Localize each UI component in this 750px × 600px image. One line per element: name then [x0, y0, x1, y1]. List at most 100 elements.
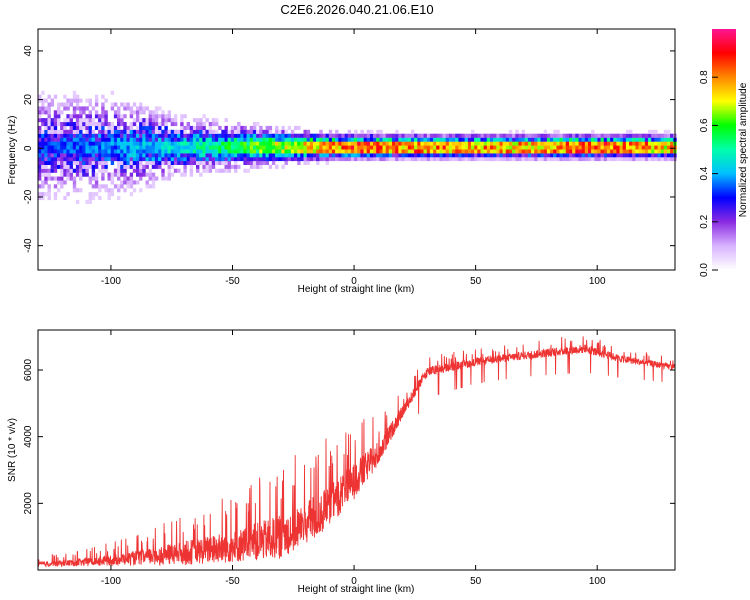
spectrogram-cell	[161, 141, 165, 146]
spectrogram-cell	[104, 184, 108, 189]
spectrogram-cell	[66, 98, 70, 103]
spectrogram-cell	[401, 149, 405, 154]
spectrogram-cell	[183, 149, 187, 154]
spectrogram-cell	[622, 137, 627, 142]
spectrogram-cell	[654, 149, 658, 154]
spectrogram-cell	[325, 160, 329, 165]
spectrogram-cell	[154, 122, 159, 127]
spectrogram-cell	[670, 137, 674, 142]
spectrogram-cell	[41, 149, 45, 154]
spectrogram-cell	[79, 106, 83, 111]
spectrogram-cell	[104, 188, 108, 193]
spectrogram-cell	[369, 129, 374, 134]
spectrogram-cell	[107, 196, 111, 201]
spectrogram-cell	[534, 149, 538, 154]
spectrogram-cell	[211, 160, 216, 165]
spectrogram-cell	[218, 133, 222, 138]
spectrogram-cell	[461, 137, 465, 142]
spectrogram-cell	[94, 172, 99, 177]
spectrogram-cell	[357, 133, 361, 138]
spectrogram-cell	[183, 125, 187, 130]
spectrogram-cell	[177, 141, 181, 146]
spectrogram-cell	[401, 133, 405, 138]
spectrogram-cell	[246, 133, 250, 138]
spectrogram-cell	[47, 141, 51, 146]
spectrogram-cell	[316, 137, 320, 142]
spectrogram-cell	[249, 141, 254, 146]
spectrogram-cell	[161, 137, 165, 142]
spectrogram-cell	[94, 125, 99, 130]
spectrogram-cell	[151, 172, 156, 177]
spectrogram-cell	[325, 157, 329, 162]
spectrogram-cell	[414, 149, 418, 154]
spectrogram-cell	[221, 145, 225, 150]
spectrogram-cell	[252, 133, 257, 138]
spectrogram-cell	[268, 141, 273, 146]
spectrogram-cell	[132, 102, 137, 107]
snr-ytick-label: 6000	[23, 358, 34, 381]
spectrogram-cell	[537, 141, 541, 146]
spectrogram-cell	[151, 122, 156, 127]
spectrogram-cell	[553, 157, 557, 162]
spectrogram-cell	[297, 157, 301, 162]
spectrogram-cell	[546, 157, 551, 162]
spectrogram-cell	[464, 145, 469, 150]
spectrogram-cell	[145, 118, 149, 123]
spectrogram-cell	[57, 153, 61, 158]
spectrogram-cell	[72, 98, 77, 103]
spectrogram-cell	[151, 125, 156, 130]
spectrogram-cell	[540, 141, 544, 146]
spectrogram-cell	[534, 145, 538, 150]
spectrogram-cell	[57, 176, 61, 181]
spectrogram-cell	[208, 129, 213, 134]
spectrogram-cell	[110, 129, 115, 134]
spectrogram-cell	[123, 125, 127, 130]
spectrogram-cell	[38, 157, 42, 162]
spectrogram-cell	[616, 149, 620, 154]
spectrogram-cell	[392, 145, 396, 150]
spectrogram-cell	[546, 133, 551, 138]
spectrogram-cell	[53, 149, 58, 154]
spectrogram-cell	[338, 145, 342, 150]
spectrogram-cell	[407, 153, 412, 158]
spectrogram-cell	[644, 149, 649, 154]
spectrogram-cell	[145, 129, 149, 134]
spectrogram-cell	[281, 153, 285, 158]
spectrogram-cell	[139, 102, 143, 107]
spectrogram-cell	[145, 145, 149, 150]
spectrogram-cell	[158, 160, 162, 165]
spectrogram-cell	[556, 153, 560, 158]
spectrogram-cell	[505, 153, 510, 158]
spectrogram-cell	[113, 153, 118, 158]
spectrogram-cell	[309, 157, 314, 162]
spectrogram-cell	[429, 133, 434, 138]
spectrogram-cell	[591, 149, 595, 154]
colorbar-strip	[712, 29, 736, 270]
spectrogram-cell	[142, 118, 146, 123]
spectrogram-cell	[186, 133, 190, 138]
spectrogram-cell	[366, 149, 371, 154]
spectrogram-cell	[145, 125, 149, 130]
spectrogram-cell	[265, 145, 269, 150]
spectrogram-cell	[227, 141, 231, 146]
spectrogram-cell	[458, 133, 462, 138]
spectrogram-cell	[366, 145, 371, 150]
spectrogram-cell	[537, 149, 541, 154]
spectrogram-cell	[313, 145, 317, 150]
spectrogram-cell	[123, 153, 127, 158]
spectrogram-cell	[404, 149, 408, 154]
spectrogram-cell	[75, 129, 80, 134]
spectrogram-cell	[158, 114, 162, 119]
spectrogram-cell	[350, 149, 355, 154]
spectrogram-cell	[622, 157, 627, 162]
spectrogram-cell	[341, 133, 345, 138]
spectrogram-cell	[423, 141, 427, 146]
spectrogram-cell	[189, 149, 194, 154]
spectrogram-cell	[120, 168, 124, 173]
spectrogram-cell	[572, 145, 576, 150]
spectrogram-cell	[44, 176, 48, 181]
spectrogram-cell	[123, 164, 127, 169]
spectrogram-cell	[603, 157, 608, 162]
spectrogram-cell	[667, 129, 671, 134]
spectrogram-cell	[423, 153, 427, 158]
